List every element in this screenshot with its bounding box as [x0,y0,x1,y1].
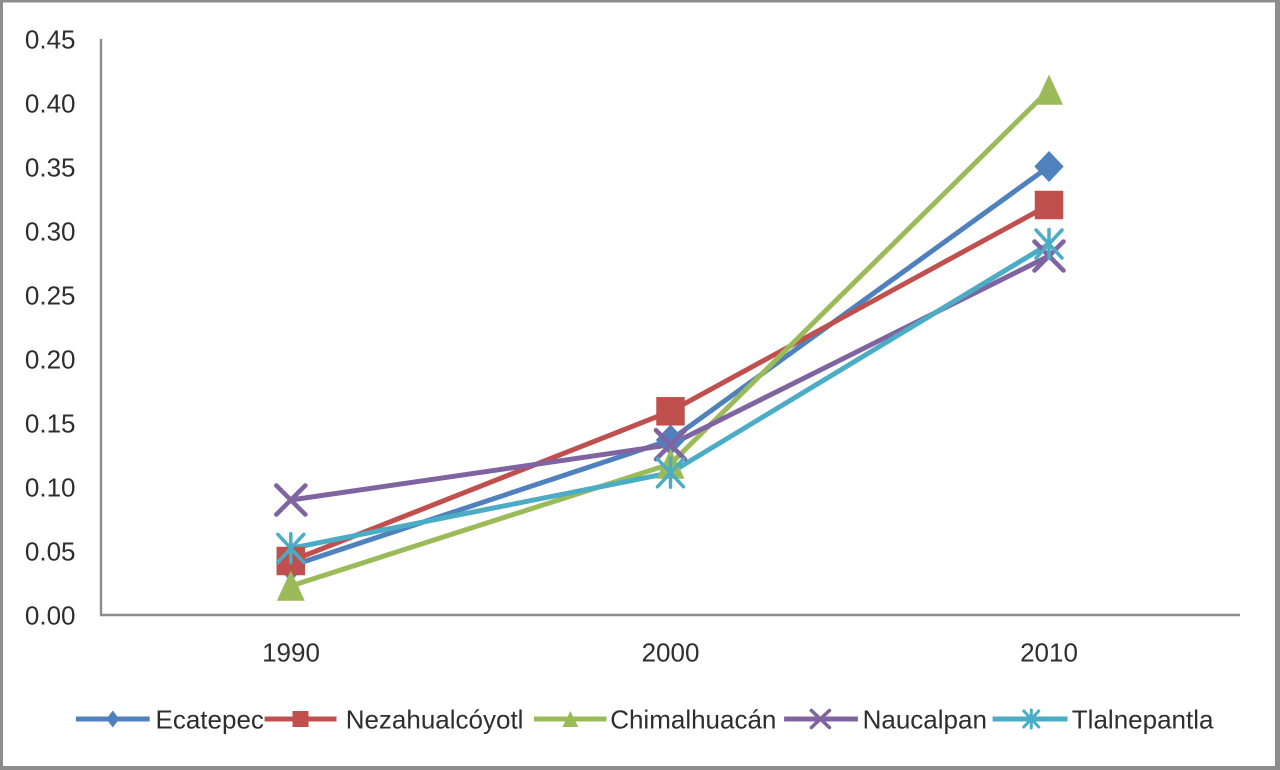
svg-text:0.40: 0.40 [25,89,76,119]
svg-text:0.05: 0.05 [25,537,76,567]
svg-text:Naucalpan: Naucalpan [863,705,987,735]
svg-text:Ecatepec: Ecatepec [156,705,264,735]
svg-text:0.15: 0.15 [25,409,76,439]
svg-text:Chimalhuacán: Chimalhuacán [610,705,776,735]
svg-text:1990: 1990 [262,638,320,668]
svg-text:0.35: 0.35 [25,153,76,183]
svg-text:0.20: 0.20 [25,345,76,375]
svg-text:0.00: 0.00 [25,601,76,631]
svg-text:2010: 2010 [1020,638,1078,668]
svg-text:Tlalnepantla: Tlalnepantla [1072,705,1214,735]
svg-text:0.10: 0.10 [25,473,76,503]
svg-text:0.25: 0.25 [25,281,76,311]
svg-text:Nezahualcóyotl: Nezahualcóyotl [346,705,524,735]
svg-text:2000: 2000 [642,638,700,668]
svg-text:0.30: 0.30 [25,217,76,247]
svg-text:0.45: 0.45 [25,25,76,55]
